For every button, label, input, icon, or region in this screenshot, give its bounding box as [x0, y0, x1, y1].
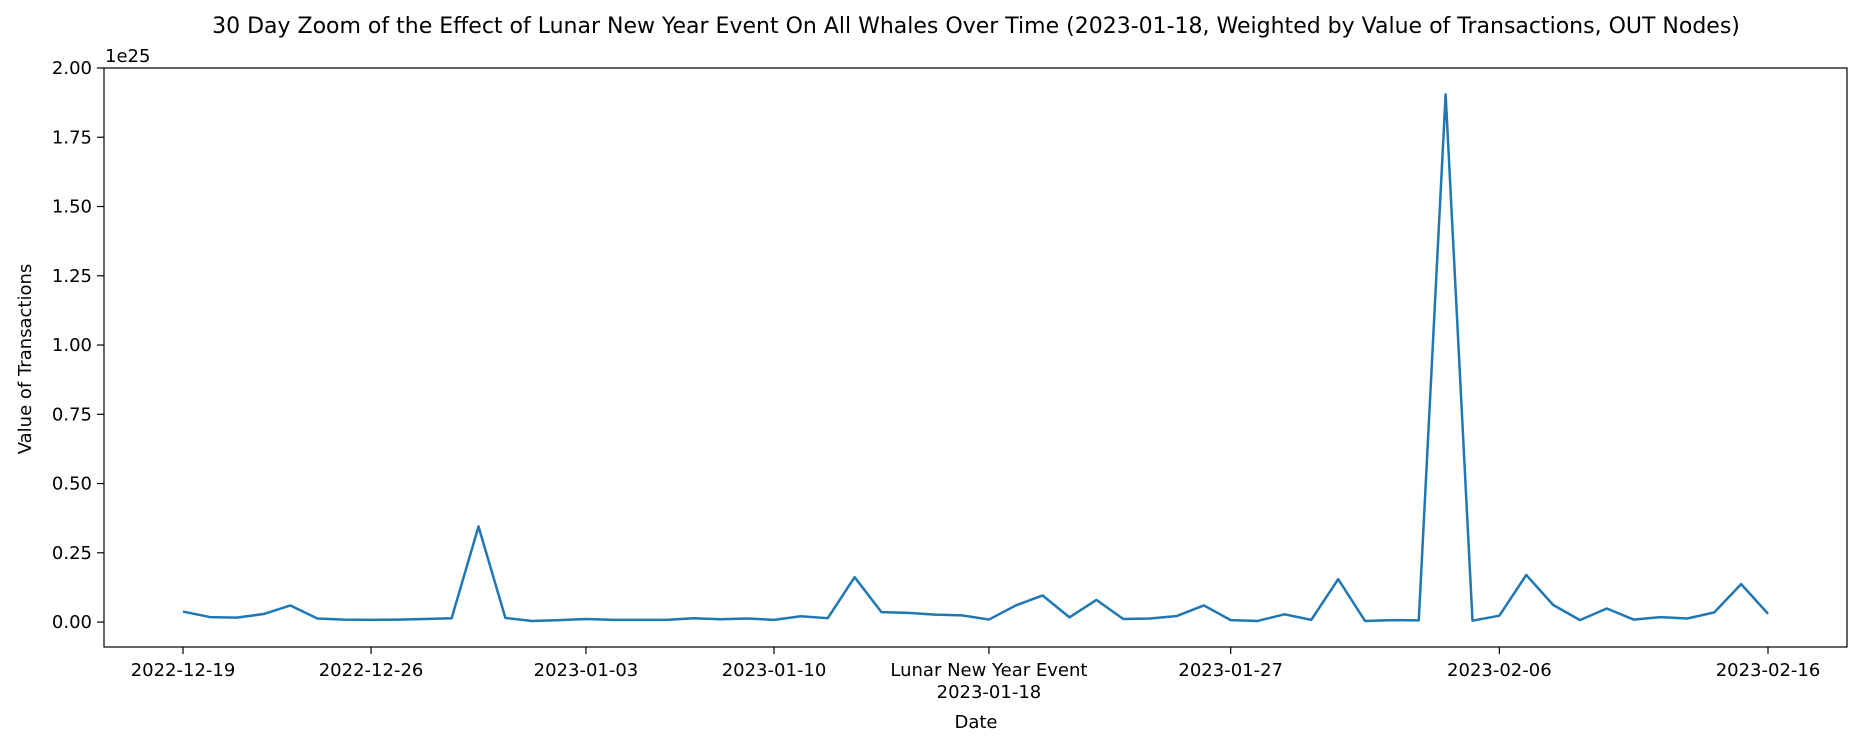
x-tick-label: 2022-12-26: [319, 660, 424, 681]
chart-title: 30 Day Zoom of the Effect of Lunar New Y…: [212, 14, 1740, 39]
y-tick-label: 0.00: [52, 612, 92, 633]
x-tick-label: 2023-01-03: [534, 660, 639, 681]
y-tick-label: 0.75: [52, 404, 92, 425]
series-line: [182, 93, 1769, 623]
y-tick-label: 0.25: [52, 543, 92, 564]
y-tick-label: 1.75: [52, 127, 92, 148]
x-tick-label: Lunar New Year Event 2023-01-18: [890, 660, 1087, 703]
x-tick-label: 2023-02-06: [1447, 660, 1552, 681]
y-tick-label: 1.25: [52, 266, 92, 287]
plot-area: 0.00 0.25 0.50 0.75 1.00 1.25 1.50 1.75 2.00 2022…: [52, 58, 1848, 703]
x-tick-label: 2023-01-10: [722, 660, 827, 681]
y-tick-label: 1.50: [52, 197, 92, 218]
axes-frame: [103, 67, 1848, 648]
y-axis-offset-label: 1e25: [105, 46, 150, 67]
y-tick-label: 2.00: [52, 58, 92, 79]
x-tick-label: 2023-01-27: [1178, 660, 1283, 681]
y-tick-label: 0.50: [52, 474, 92, 495]
x-tick-label: 2022-12-19: [131, 660, 236, 681]
x-tick-label: 2023-02-16: [1716, 660, 1821, 681]
y-axis-label: Value of Transactions: [15, 264, 36, 455]
x-axis-label: Date: [954, 712, 997, 733]
y-tick-label: 1.00: [52, 335, 92, 356]
